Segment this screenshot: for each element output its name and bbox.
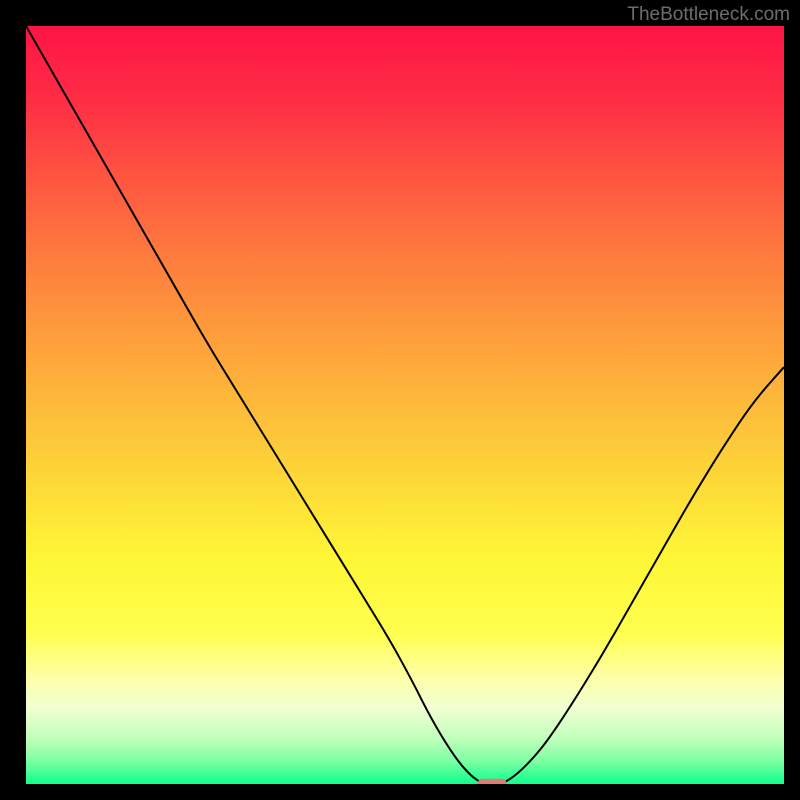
optimal-marker — [478, 779, 507, 784]
bottleneck-curve — [26, 26, 784, 784]
curve-path — [26, 26, 784, 784]
watermark-text: TheBottleneck.com — [627, 4, 790, 26]
plot-area — [26, 26, 784, 784]
